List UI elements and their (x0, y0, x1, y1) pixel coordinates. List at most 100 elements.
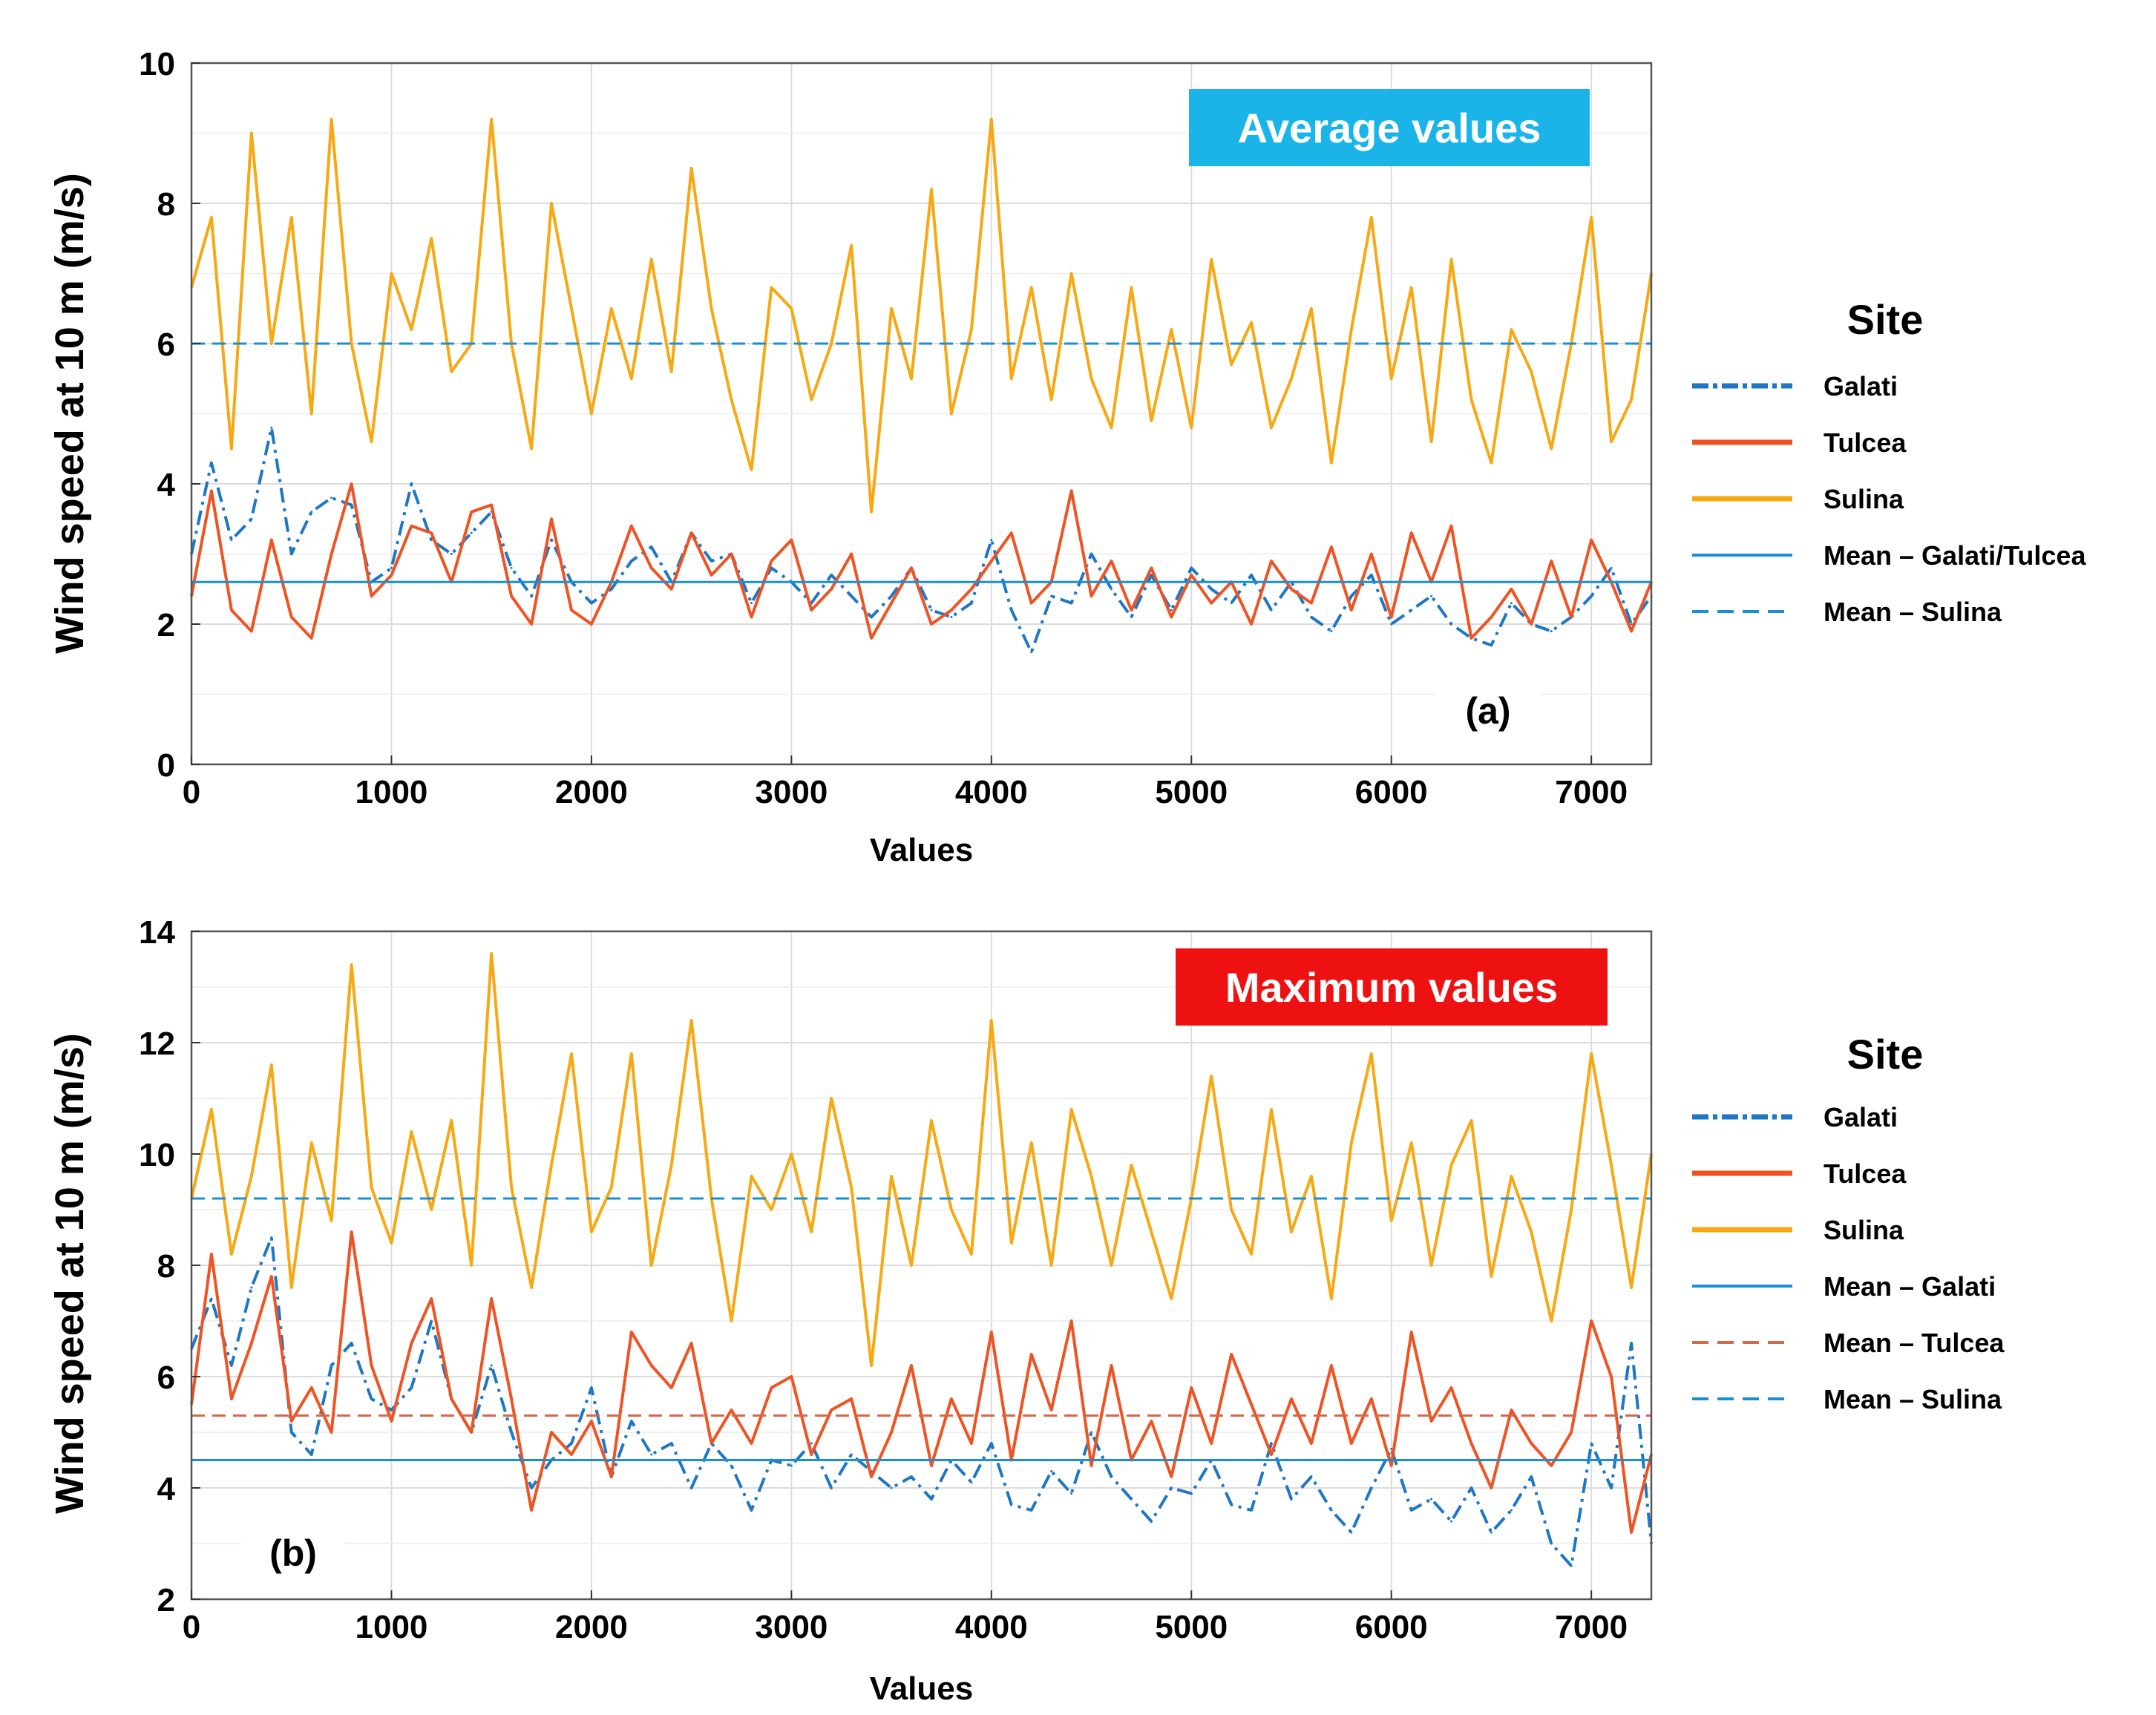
data-point-tulcea (850, 553, 853, 555)
panel-label-bg (241, 1530, 345, 1579)
data-point-sulina (290, 216, 293, 219)
data-point-galati (510, 566, 513, 569)
data-point-sulina (810, 1230, 813, 1233)
data-point-sulina (1410, 286, 1413, 289)
data-point-galati (1370, 1486, 1373, 1489)
data-point-galati (1310, 1475, 1313, 1478)
data-point-sulina (250, 1175, 253, 1178)
x-tick-label: 7000 (1555, 774, 1628, 810)
data-point-galati (330, 496, 333, 499)
data-point-sulina (390, 1242, 393, 1245)
data-point-galati (1630, 623, 1633, 626)
data-point-tulcea (1430, 1420, 1433, 1423)
data-point-tulcea (290, 616, 293, 618)
data-point-galati (750, 602, 753, 605)
data-point-galati (650, 545, 653, 548)
data-point-sulina (1450, 258, 1452, 261)
x-tick-label: 0 (183, 774, 200, 810)
data-point-sulina (1290, 377, 1293, 380)
data-point-galati (270, 426, 273, 429)
data-point-sulina (390, 272, 393, 275)
data-point-tulcea (890, 1431, 893, 1434)
data-point-galati (330, 1364, 333, 1367)
data-point-galati (630, 560, 633, 563)
data-point-sulina (650, 258, 653, 261)
data-point-tulcea (430, 531, 433, 534)
data-point-sulina (850, 1186, 853, 1189)
series-line-galati (190, 426, 1653, 654)
data-point-sulina (750, 468, 753, 471)
data-point-tulcea (1350, 609, 1353, 611)
data-point-sulina (530, 447, 533, 450)
data-point-sulina (270, 342, 273, 345)
data-point-tulcea (750, 616, 753, 618)
data-point-galati (250, 1286, 253, 1289)
data-point-sulina (250, 132, 253, 134)
data-point-tulcea (850, 1397, 853, 1400)
data-point-galati (650, 1453, 653, 1456)
data-point-tulcea (1210, 1442, 1213, 1445)
data-point-sulina (590, 1230, 593, 1233)
data-point-tulcea (1110, 1364, 1113, 1367)
data-point-tulcea (730, 553, 733, 555)
data-point-sulina (1350, 328, 1353, 331)
data-point-tulcea (1070, 490, 1073, 492)
data-point-sulina (1390, 377, 1393, 380)
x-tick-label: 4000 (955, 1609, 1028, 1645)
data-point-sulina (670, 1164, 673, 1167)
data-point-galati (410, 1386, 413, 1389)
data-point-sulina (330, 1219, 333, 1222)
data-point-sulina (890, 1175, 893, 1178)
data-point-tulcea (930, 1464, 933, 1467)
data-point-sulina (870, 511, 873, 514)
data-point-sulina (450, 1119, 453, 1122)
data-point-galati (350, 1342, 353, 1345)
data-point-galati (1230, 1504, 1233, 1506)
data-point-galati (590, 602, 593, 605)
data-point-galati (990, 1442, 993, 1445)
data-point-tulcea (770, 1386, 773, 1389)
x-tick-label: 0 (183, 1609, 200, 1645)
data-point-tulcea (910, 1364, 913, 1367)
data-point-galati (750, 1509, 753, 1512)
title-badge (1176, 948, 1608, 1026)
data-point-tulcea (470, 511, 473, 514)
data-point-galati (530, 594, 533, 597)
legend-entry: Tulcea (1824, 1158, 1907, 1189)
data-point-sulina (1130, 286, 1133, 289)
data-point-sulina (1550, 447, 1553, 450)
x-tick-label: 5000 (1155, 774, 1228, 810)
data-point-galati (430, 539, 433, 542)
data-point-tulcea (590, 1420, 593, 1423)
data-point-tulcea (630, 525, 633, 528)
data-point-tulcea (1350, 1442, 1353, 1445)
data-point-galati (690, 1486, 693, 1489)
data-point-galati (850, 1453, 853, 1456)
data-point-sulina (1230, 1208, 1233, 1211)
data-point-tulcea (1190, 574, 1193, 577)
data-point-tulcea (870, 637, 873, 640)
data-point-sulina (530, 1286, 533, 1289)
data-point-sulina (570, 1052, 573, 1055)
data-point-tulcea (1550, 1464, 1553, 1467)
data-point-galati (230, 539, 233, 542)
data-point-tulcea (810, 1453, 813, 1456)
data-point-galati (1610, 566, 1613, 569)
data-point-sulina (1170, 328, 1173, 331)
data-point-tulcea (210, 1253, 213, 1256)
data-point-galati (1230, 602, 1233, 605)
data-point-tulcea (1310, 1442, 1313, 1445)
data-point-galati (1250, 1509, 1253, 1512)
data-point-tulcea (1150, 566, 1153, 569)
data-point-sulina (1290, 1230, 1293, 1233)
data-point-sulina (210, 1108, 213, 1111)
data-point-tulcea (1490, 1486, 1493, 1489)
data-point-galati (1510, 1509, 1513, 1512)
data-point-tulcea (310, 1386, 313, 1389)
data-point-galati (970, 1481, 973, 1483)
data-point-galati (1170, 609, 1173, 611)
data-point-tulcea (770, 560, 773, 563)
legend-entry: Mean – Galati (1824, 1271, 1996, 1302)
data-point-galati (1090, 553, 1092, 555)
data-point-galati (1610, 1486, 1613, 1489)
